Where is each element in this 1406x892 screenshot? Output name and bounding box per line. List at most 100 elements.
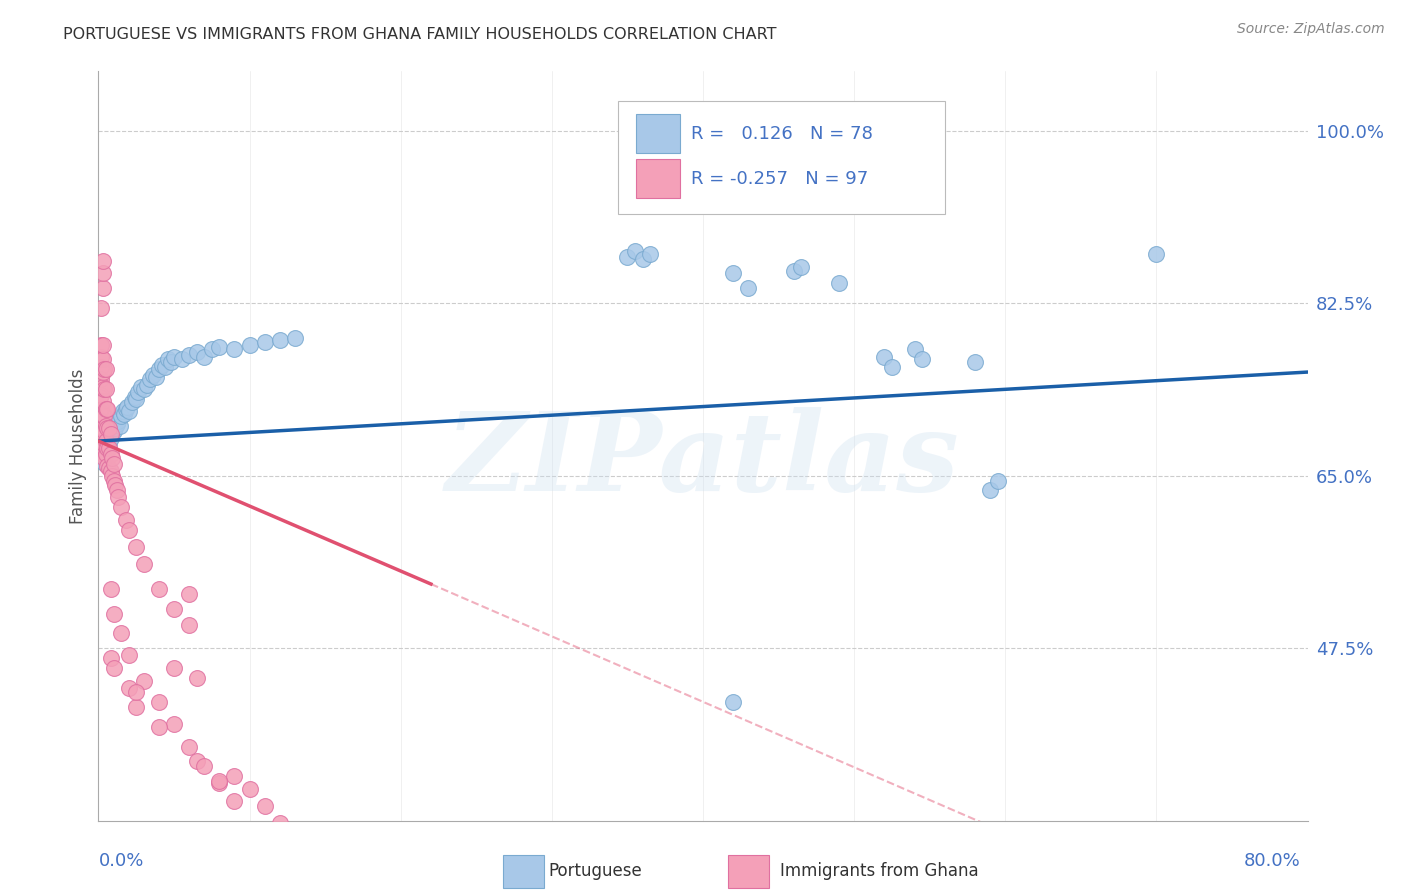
Point	[100, 582, 122, 596]
Point	[96, 421, 118, 435]
Point	[93, 362, 115, 376]
Point	[132, 558, 155, 572]
Point	[90, 338, 112, 352]
Point	[224, 769, 246, 783]
Point	[790, 260, 813, 274]
Point	[93, 409, 115, 424]
Text: 80.0%: 80.0%	[1244, 852, 1301, 870]
Point	[239, 782, 262, 797]
Point	[1144, 246, 1167, 260]
Point	[224, 794, 246, 808]
Point	[101, 427, 124, 442]
Point	[723, 267, 745, 281]
Point	[91, 434, 114, 448]
Point	[90, 414, 112, 428]
FancyBboxPatch shape	[619, 102, 945, 214]
Point	[179, 587, 201, 601]
Point	[91, 408, 114, 422]
Point	[201, 343, 224, 357]
Point	[631, 252, 654, 266]
Text: Immigrants from Ghana: Immigrants from Ghana	[780, 863, 979, 880]
Point	[129, 380, 152, 394]
Point	[94, 362, 117, 376]
Point	[96, 441, 118, 455]
Point	[132, 673, 155, 688]
Point	[103, 661, 125, 675]
Point	[91, 449, 114, 463]
Point	[148, 720, 170, 734]
Point	[91, 267, 114, 281]
Point	[107, 414, 129, 428]
Point	[163, 717, 186, 731]
Point	[91, 447, 114, 461]
Point	[107, 490, 129, 504]
Point	[93, 450, 115, 465]
Point	[104, 478, 127, 492]
Point	[94, 447, 117, 461]
Point	[193, 759, 215, 773]
Point	[828, 277, 851, 291]
Point	[139, 372, 162, 386]
Point	[94, 434, 117, 448]
Point	[94, 447, 117, 461]
Point	[101, 468, 124, 483]
Point	[90, 372, 112, 386]
Point	[110, 626, 132, 640]
Point	[100, 651, 122, 665]
Text: 0.0%: 0.0%	[98, 852, 143, 870]
Point	[103, 424, 125, 438]
Point	[105, 417, 128, 432]
Point	[90, 401, 112, 416]
Point	[118, 404, 141, 418]
Point	[114, 401, 136, 416]
Point	[160, 355, 183, 369]
Point	[135, 377, 157, 392]
Point	[163, 661, 186, 675]
Point	[186, 345, 208, 359]
FancyBboxPatch shape	[637, 114, 681, 153]
Point	[98, 437, 121, 451]
Point	[269, 333, 291, 347]
Point	[108, 419, 131, 434]
Point	[91, 365, 114, 379]
Point	[91, 380, 114, 394]
Point	[179, 348, 201, 362]
Point	[737, 281, 759, 295]
Point	[156, 352, 179, 367]
Text: R =   0.126   N = 78: R = 0.126 N = 78	[690, 125, 873, 143]
Point	[96, 441, 118, 455]
Text: PORTUGUESE VS IMMIGRANTS FROM GHANA FAMILY HOUSEHOLDS CORRELATION CHART: PORTUGUESE VS IMMIGRANTS FROM GHANA FAMI…	[63, 27, 776, 42]
Point	[104, 421, 127, 435]
Point	[94, 450, 117, 465]
Point	[90, 441, 112, 455]
Point	[148, 582, 170, 596]
Point	[638, 246, 661, 260]
Point	[90, 351, 112, 365]
Point	[193, 351, 215, 365]
Point	[127, 384, 149, 399]
Text: Portuguese: Portuguese	[548, 863, 643, 880]
Text: R = -0.257   N = 97: R = -0.257 N = 97	[690, 169, 868, 187]
Point	[93, 424, 115, 438]
Point	[904, 343, 927, 357]
Point	[91, 253, 114, 268]
Point	[208, 774, 231, 789]
Point	[112, 408, 135, 422]
Point	[103, 457, 125, 471]
Point	[90, 301, 112, 315]
Point	[91, 338, 114, 352]
Point	[96, 401, 118, 416]
Point	[148, 695, 170, 709]
Point	[100, 447, 122, 461]
Text: ZIPatlas: ZIPatlas	[446, 408, 960, 515]
Point	[179, 739, 201, 754]
Point	[103, 474, 125, 488]
Point	[987, 474, 1010, 488]
Point	[91, 421, 114, 435]
Point	[208, 340, 231, 354]
Point	[100, 427, 122, 442]
Point	[89, 434, 111, 448]
Point	[96, 458, 118, 473]
Point	[100, 431, 122, 445]
Point	[118, 648, 141, 662]
